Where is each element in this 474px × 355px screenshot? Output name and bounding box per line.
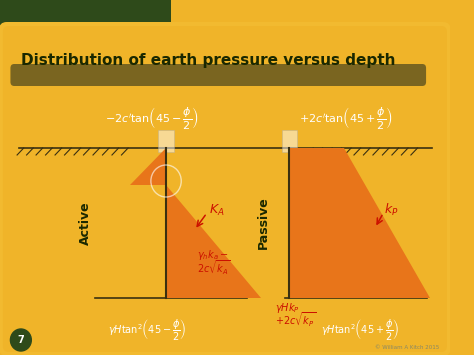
Text: $\gamma H\tan^2\!\left(45+\dfrac{\phi}{2}\right)$: $\gamma H\tan^2\!\left(45+\dfrac{\phi}{2… [321, 317, 400, 343]
Text: $\gamma H\tan^2\!\left(45-\dfrac{\phi}{2}\right)$: $\gamma H\tan^2\!\left(45-\dfrac{\phi}{2… [108, 317, 186, 343]
FancyBboxPatch shape [158, 130, 173, 152]
Text: $+2c'\tan\!\left(45+\dfrac{\phi}{2}\right)$: $+2c'\tan\!\left(45+\dfrac{\phi}{2}\righ… [300, 105, 393, 131]
FancyBboxPatch shape [10, 64, 426, 86]
Text: $K_A$: $K_A$ [209, 202, 224, 218]
Text: Active: Active [79, 201, 92, 245]
Text: $k_P$: $k_P$ [384, 202, 399, 218]
FancyBboxPatch shape [0, 0, 171, 50]
Circle shape [10, 329, 31, 351]
Text: $+2c\sqrt{k_P}$: $+2c\sqrt{k_P}$ [275, 311, 316, 329]
Polygon shape [130, 148, 166, 185]
FancyBboxPatch shape [282, 130, 297, 152]
Text: $\gamma_h k_a -$: $\gamma_h k_a -$ [197, 248, 229, 262]
Text: $2c\sqrt{k_A}$: $2c\sqrt{k_A}$ [197, 259, 231, 277]
FancyBboxPatch shape [3, 26, 447, 352]
Text: $\gamma H k_P$: $\gamma H k_P$ [275, 301, 300, 315]
Text: Passive: Passive [257, 197, 270, 249]
Text: © William A Kitch 2015: © William A Kitch 2015 [375, 345, 439, 350]
Polygon shape [345, 148, 430, 298]
Text: 7: 7 [18, 335, 24, 345]
Text: Distribution of earth pressure versus depth: Distribution of earth pressure versus de… [21, 53, 395, 67]
FancyBboxPatch shape [0, 22, 451, 355]
Text: $-2c'\tan\!\left(45-\dfrac{\phi}{2}\right)$: $-2c'\tan\!\left(45-\dfrac{\phi}{2}\righ… [105, 105, 199, 131]
Polygon shape [290, 148, 345, 298]
Polygon shape [166, 185, 261, 298]
